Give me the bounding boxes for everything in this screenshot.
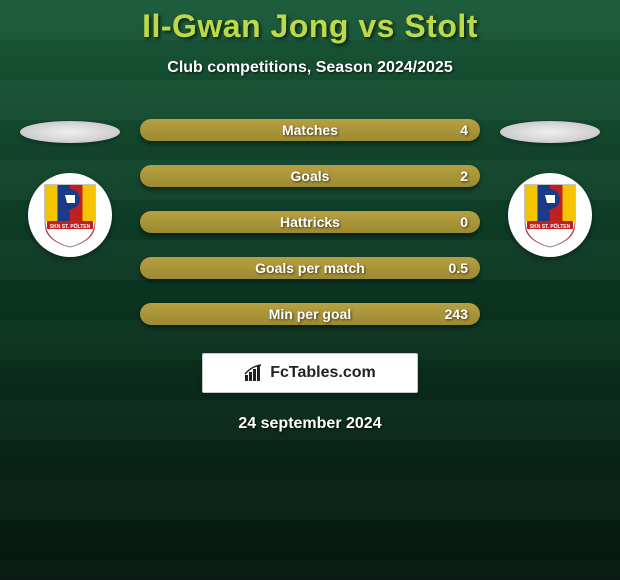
brand-text: FcTables.com: [270, 364, 376, 382]
date-label: 24 september 2024: [0, 415, 620, 433]
content-wrapper: Il-Gwan Jong vs Stolt Club competitions,…: [0, 0, 620, 433]
stat-right-value: 0.5: [449, 260, 468, 276]
stat-right-value: 243: [445, 306, 468, 322]
stat-bar-hattricks: Hattricks 0: [140, 211, 480, 233]
page-title: Il-Gwan Jong vs Stolt: [0, 8, 620, 45]
player-placeholder-right: [500, 121, 600, 143]
stat-label: Min per goal: [269, 306, 351, 322]
brand-attribution: FcTables.com: [202, 353, 418, 393]
stat-right-value: 2: [460, 168, 468, 184]
club-crest-left: SKN ST. PÖLTEN: [28, 173, 112, 257]
right-player-column: SKN ST. PÖLTEN: [500, 119, 600, 257]
stat-right-value: 0: [460, 214, 468, 230]
shield-icon: SKN ST. PÖLTEN: [41, 181, 99, 249]
stat-label: Goals: [291, 168, 330, 184]
stat-right-value: 4: [460, 122, 468, 138]
stat-bar-goals: Goals 2: [140, 165, 480, 187]
stats-bars: Matches 4 Goals 2 Hattricks 0 Goals per …: [140, 119, 480, 325]
stat-bar-matches: Matches 4: [140, 119, 480, 141]
stat-label: Goals per match: [255, 260, 365, 276]
stat-label: Hattricks: [280, 214, 340, 230]
stat-bar-goals-per-match: Goals per match 0.5: [140, 257, 480, 279]
comparison-row: SKN ST. PÖLTEN Matches 4 Goals 2 Hattric…: [0, 119, 620, 325]
club-crest-right: SKN ST. PÖLTEN: [508, 173, 592, 257]
player-placeholder-left: [20, 121, 120, 143]
page-subtitle: Club competitions, Season 2024/2025: [0, 59, 620, 77]
left-player-column: SKN ST. PÖLTEN: [20, 119, 120, 257]
svg-text:SKN ST. PÖLTEN: SKN ST. PÖLTEN: [50, 223, 91, 230]
shield-icon: SKN ST. PÖLTEN: [521, 181, 579, 249]
stat-label: Matches: [282, 122, 338, 138]
bar-chart-icon: [244, 364, 264, 382]
svg-text:SKN ST. PÖLTEN: SKN ST. PÖLTEN: [530, 223, 571, 230]
stat-bar-min-per-goal: Min per goal 243: [140, 303, 480, 325]
